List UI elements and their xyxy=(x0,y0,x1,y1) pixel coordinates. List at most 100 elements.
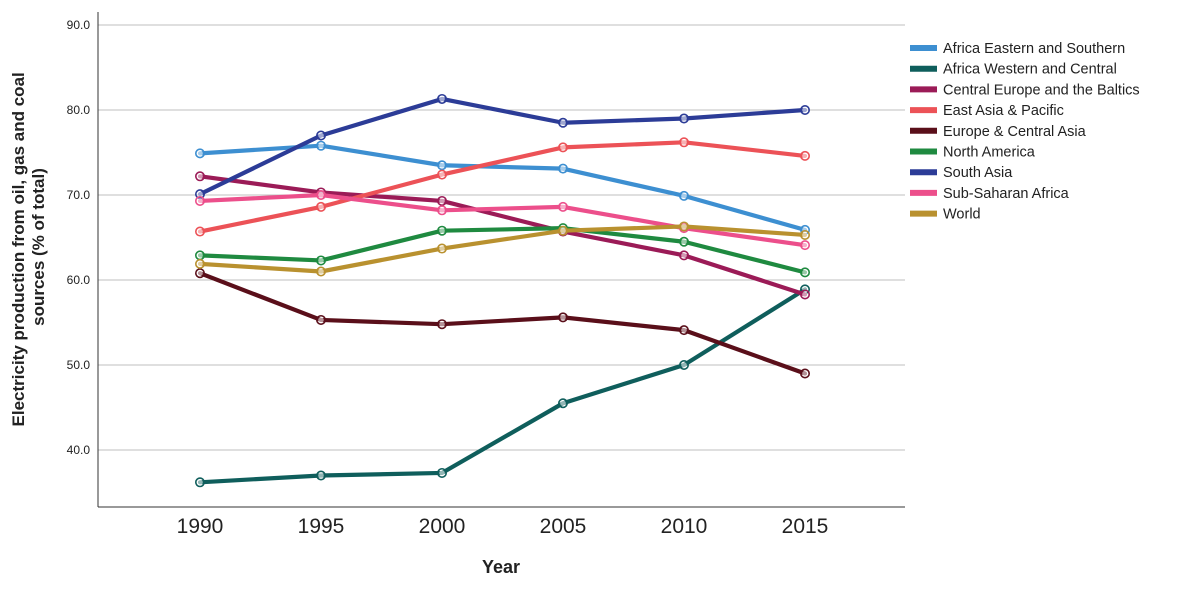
data-point-center xyxy=(560,227,566,234)
data-point xyxy=(678,325,689,336)
data-point xyxy=(436,93,447,104)
data-point xyxy=(557,117,568,128)
data-point xyxy=(315,255,326,266)
data-point-center xyxy=(197,191,203,197)
data-point-center xyxy=(439,162,445,169)
data-point-center xyxy=(802,370,808,377)
data-point xyxy=(436,160,447,171)
x-tick-label: 2010 xyxy=(661,515,708,538)
data-point xyxy=(195,258,206,269)
x-tick-label: 1990 xyxy=(177,515,224,538)
data-point-center xyxy=(197,479,203,486)
data-point xyxy=(315,266,326,277)
series-line xyxy=(197,174,808,297)
data-point xyxy=(315,190,326,201)
y-tick-label: 50.0 xyxy=(67,358,91,372)
data-point-center xyxy=(560,119,566,126)
data-point xyxy=(799,368,810,379)
series-sub-saharan-africa xyxy=(195,190,810,251)
data-point-center xyxy=(681,223,687,230)
data-point xyxy=(436,243,447,254)
data-point-center xyxy=(681,252,687,259)
series-east-asia-pacific xyxy=(195,137,810,237)
series-line xyxy=(197,287,808,485)
data-point-center xyxy=(802,107,808,113)
series-europe-central-asia xyxy=(195,268,810,379)
data-point-center xyxy=(681,139,687,146)
axes xyxy=(97,12,905,508)
x-tick-label: 2000 xyxy=(419,515,466,538)
data-point-center xyxy=(560,165,566,172)
data-point xyxy=(436,205,447,216)
data-point-center xyxy=(318,268,324,275)
series-line xyxy=(197,96,808,197)
legend-item: South Asia xyxy=(910,165,1013,181)
x-tick-label: 2005 xyxy=(540,515,587,538)
data-point xyxy=(436,195,447,206)
data-point-center xyxy=(802,153,808,159)
data-point xyxy=(678,113,689,124)
data-point xyxy=(557,312,568,323)
x-axis-title: Year xyxy=(482,557,520,577)
legend-item: World xyxy=(910,207,981,223)
series-line xyxy=(197,192,808,248)
x-tick-labels: 1990 1995 2000 2005 2010 2015 xyxy=(177,515,829,538)
legend-label: Africa Eastern and Southern xyxy=(943,41,1125,57)
data-point-center xyxy=(197,228,203,235)
data-point xyxy=(436,169,447,180)
legend-label: Europe & Central Asia xyxy=(943,124,1087,140)
gridlines xyxy=(98,24,905,451)
data-point-center xyxy=(681,115,687,122)
legend-item: North America xyxy=(910,145,1036,161)
legend-item: Central Europe and the Baltics xyxy=(910,82,1140,98)
data-point xyxy=(195,477,206,488)
data-point-center xyxy=(439,245,445,252)
data-point-center xyxy=(802,269,808,276)
data-point xyxy=(799,289,810,300)
data-point xyxy=(315,470,326,481)
data-point-center xyxy=(681,327,687,333)
series-line xyxy=(197,271,808,376)
legend-item: Sub-Saharan Africa xyxy=(910,186,1070,202)
data-point-center xyxy=(681,193,687,199)
legend-label: Central Europe and the Baltics xyxy=(943,82,1140,98)
legend: Africa Eastern and Southern Africa Wester… xyxy=(910,41,1140,223)
data-point-center xyxy=(439,198,445,204)
data-point xyxy=(678,250,689,261)
y-tick-labels: 40.0 50.0 60.0 70.0 80.0 90.0 xyxy=(67,18,91,457)
legend-label: North America xyxy=(943,145,1036,161)
data-point xyxy=(678,236,689,247)
y-tick-label: 60.0 xyxy=(67,273,91,287)
data-point xyxy=(557,142,568,153)
data-point-center xyxy=(318,142,324,149)
data-point-center xyxy=(439,470,445,476)
x-tick-label: 1995 xyxy=(298,515,345,538)
data-point-center xyxy=(318,204,324,210)
data-point-center xyxy=(681,362,687,368)
legend-item: Africa Eastern and Southern xyxy=(910,41,1125,57)
data-point xyxy=(678,190,689,201)
series-africa-western-and-central xyxy=(195,284,810,488)
data-point-center xyxy=(439,96,445,102)
x-tick-label: 2015 xyxy=(782,515,829,538)
series-world xyxy=(195,221,810,277)
data-point xyxy=(195,171,206,182)
data-point xyxy=(315,130,326,141)
data-point xyxy=(799,150,810,161)
legend-item: Africa Western and Central xyxy=(910,62,1117,78)
data-point-center xyxy=(439,207,445,214)
data-point-center xyxy=(802,242,808,248)
series-line xyxy=(197,226,808,275)
data-point xyxy=(436,225,447,236)
data-point-center xyxy=(560,204,566,210)
y-tick-label: 90.0 xyxy=(67,18,91,32)
series-line xyxy=(197,140,808,234)
legend-item: Europe & Central Asia xyxy=(910,124,1087,140)
data-point-center xyxy=(197,261,203,267)
data-point xyxy=(678,137,689,148)
data-point-center xyxy=(197,173,203,180)
data-point-center xyxy=(197,150,203,157)
data-point xyxy=(678,221,689,232)
data-point-center xyxy=(560,144,566,151)
